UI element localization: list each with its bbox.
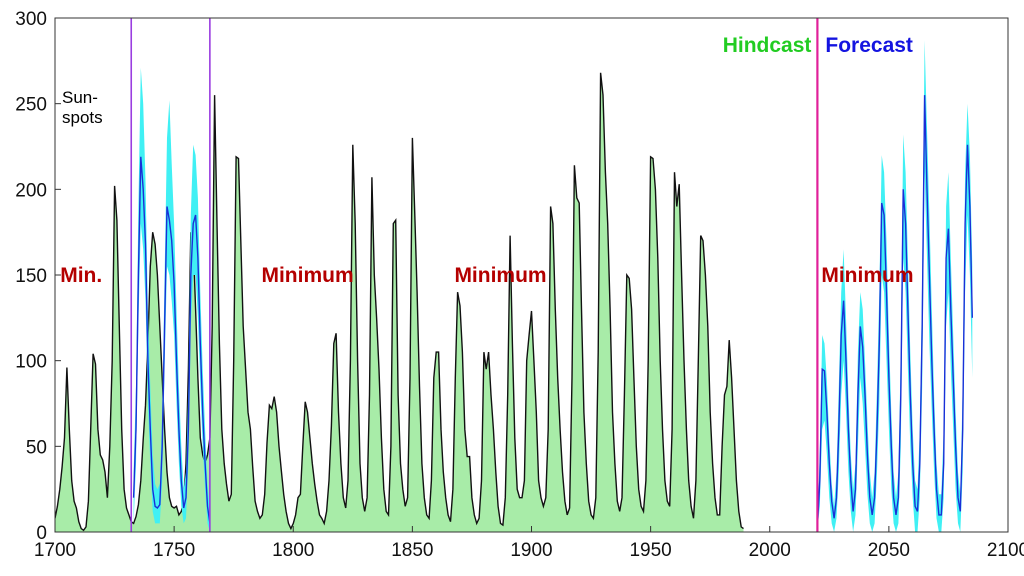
minimum-label-3: Minimum <box>454 264 546 287</box>
x-tick-label-2000: 2000 <box>749 540 791 561</box>
y-tick-label-200: 200 <box>15 180 47 201</box>
hindcast-line <box>55 72 744 532</box>
minimum-label-1: Min. <box>60 264 102 287</box>
y-tick-label-300: 300 <box>15 9 47 30</box>
minimum-label-4: Minimum <box>821 264 913 287</box>
minimum-label-2: Minimum <box>261 264 353 287</box>
x-tick-label-1800: 1800 <box>272 540 314 561</box>
annotations: Sun- spots Hindcast Forecast Min. Minimum… <box>60 34 913 287</box>
plot-content <box>55 18 973 532</box>
y-axis-label-line-1: Sun- <box>62 88 98 107</box>
x-tick-label-1950: 1950 <box>629 540 671 561</box>
y-tick-label-50: 50 <box>26 437 47 458</box>
y-axis-label-line-2: spots <box>62 108 103 127</box>
x-tick-label-2100: 2100 <box>987 540 1024 561</box>
forecast-label: Forecast <box>825 34 913 57</box>
axes: 1700 1750 1800 1850 1900 1950 2000 2050 2100 0 50 1… <box>15 9 1024 561</box>
x-tick-label-1850: 1850 <box>391 540 433 561</box>
y-tick-label-250: 250 <box>15 95 47 116</box>
forecast-line <box>816 95 973 527</box>
x-tick-label-1700: 1700 <box>34 540 76 561</box>
hidden-cycle-band <box>133 67 210 532</box>
y-tick-label-0: 0 <box>36 523 47 544</box>
y-tick-label-150: 150 <box>15 266 47 287</box>
y-tick-label-100: 100 <box>15 352 47 373</box>
hindcast-label: Hindcast <box>723 34 812 57</box>
x-tick-label-1900: 1900 <box>510 540 552 561</box>
x-tick-label-1750: 1750 <box>153 540 195 561</box>
plot-area <box>55 18 973 532</box>
hidden-cycle-line <box>132 156 211 524</box>
x-tick-label-2050: 2050 <box>868 540 910 561</box>
